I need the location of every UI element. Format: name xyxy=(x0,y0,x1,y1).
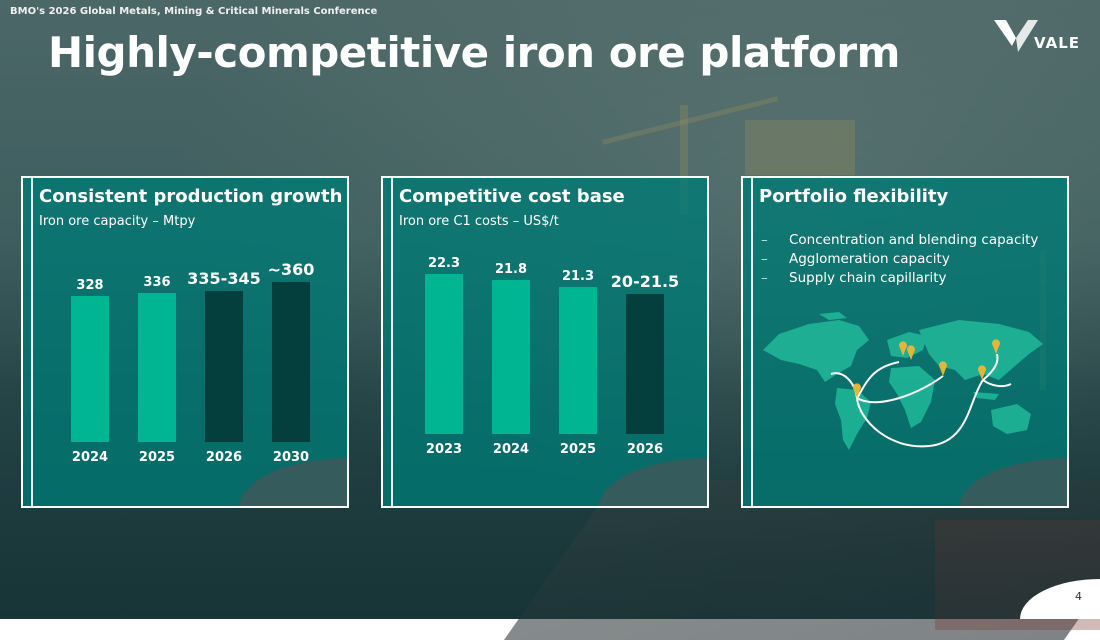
bar-2030 xyxy=(272,282,310,442)
bar-2023 xyxy=(425,274,463,434)
bar-value-label: 336 xyxy=(143,274,171,290)
panel-subtitle: Iron ore capacity – Mtpy xyxy=(39,214,196,229)
vale-logo: VALE xyxy=(992,16,1092,56)
page-title: Highly-competitive iron ore platform xyxy=(48,28,900,77)
cost-base-panel: Competitive cost base Iron ore C1 costs … xyxy=(381,176,709,508)
bullet-text: Supply chain capillarity xyxy=(789,270,947,286)
bar-category-label: 2024 xyxy=(71,450,109,465)
bullet-item: – Concentration and blending capacity xyxy=(761,232,1039,248)
bar-category-label: 2023 xyxy=(425,442,463,457)
bullet-text: Agglomeration capacity xyxy=(789,251,950,267)
bar-category-label: 2025 xyxy=(559,442,597,457)
panel-title: Competitive cost base xyxy=(399,186,625,207)
bar-2024 xyxy=(71,296,109,442)
bar-2024 xyxy=(492,280,530,434)
bar-2026 xyxy=(205,290,243,442)
bar-value-label: ~360 xyxy=(267,260,315,279)
vale-logo-icon xyxy=(994,20,1038,52)
page-number: 4 xyxy=(1075,590,1082,603)
bar-2026 xyxy=(626,294,664,434)
world-map-icon xyxy=(763,312,1043,450)
bar-value-label: 335-345 xyxy=(187,268,261,288)
bar-value-label: 21.3 xyxy=(561,268,595,284)
portfolio-flexibility-panel: Portfolio flexibility – Concentration and… xyxy=(741,176,1069,508)
bullet-item: – Supply chain capillarity xyxy=(761,270,947,286)
bullet-text: Concentration and blending capacity xyxy=(789,232,1039,248)
panel-subtitle: Iron ore C1 costs – US$/t xyxy=(399,214,559,229)
bar-category-label: 2030 xyxy=(272,450,310,465)
bar-category-label: 2025 xyxy=(138,450,176,465)
bar-value-label: 328 xyxy=(76,278,104,293)
bar-category-label: 2026 xyxy=(205,450,243,465)
logo-text: VALE xyxy=(1034,34,1081,52)
production-growth-panel: Consistent production growth Iron ore ca… xyxy=(21,176,349,508)
bar-value-label: 20-21.5 xyxy=(610,272,680,291)
bar-value-label: 22.3 xyxy=(427,256,461,271)
panel-title: Consistent production growth xyxy=(39,186,343,207)
bar-2025 xyxy=(559,286,597,434)
bar-value-label: 21.8 xyxy=(494,262,528,278)
bar-2025 xyxy=(138,292,176,442)
bullet-list: – Concentration and blending capacity – Ag… xyxy=(761,232,1038,289)
bullet-item: – Agglomeration capacity xyxy=(761,251,950,267)
panel-title: Portfolio flexibility xyxy=(759,186,949,207)
bar-category-label: 2024 xyxy=(492,442,530,457)
conference-name: BMO's 2026 Global Metals, Mining & Criti… xyxy=(10,6,378,17)
bar-category-label: 2026 xyxy=(626,442,664,457)
